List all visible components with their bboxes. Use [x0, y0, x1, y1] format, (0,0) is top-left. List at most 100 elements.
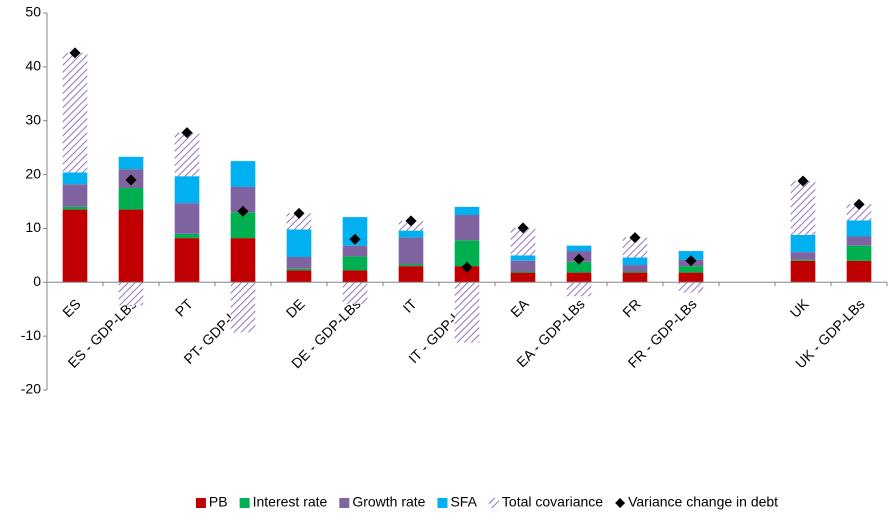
legend-symbol: [195, 498, 206, 508]
y-tick-label: 10: [25, 219, 41, 235]
bar-segment: [174, 132, 200, 177]
bar-segment: [566, 261, 592, 273]
bar-segment: [286, 213, 312, 230]
bar-segment: [230, 161, 256, 187]
bar-segment: [566, 282, 592, 297]
bar-segment: [846, 204, 872, 221]
bar-segment: [286, 270, 312, 283]
bar-segment: [846, 245, 872, 261]
bar-segment: [342, 270, 368, 283]
bar-segment: [118, 188, 144, 210]
bar-segment: [678, 272, 704, 283]
bar-segment: [62, 52, 88, 173]
legend-symbol: [615, 498, 626, 508]
bar-segment: [62, 172, 88, 185]
bar-segment: [118, 282, 144, 306]
diamond-marker: [181, 127, 193, 139]
diamond-marker: [293, 207, 305, 219]
diamond-marker: [517, 222, 529, 234]
x-tick-label: EA: [507, 295, 532, 320]
y-tick-label: 20: [25, 165, 41, 181]
bar-segment: [622, 265, 648, 272]
bar-segment: [510, 255, 536, 261]
x-tick-label: PT: [172, 295, 196, 319]
legend-symbol: [488, 498, 499, 508]
bar-segment: [790, 181, 816, 235]
bar-segment: [230, 238, 256, 283]
legend-symbol: [239, 498, 250, 508]
bar-segment: [286, 229, 312, 257]
diamond-marker: [405, 215, 417, 227]
bar-segment: [790, 252, 816, 260]
legend-label: Interest rate: [253, 494, 328, 510]
bar-segment: [398, 230, 424, 238]
bar-segment: [286, 268, 312, 271]
bar-segment: [286, 256, 312, 269]
bar-segment: [174, 176, 200, 204]
diamond-marker: [349, 233, 361, 245]
bar-segment: [398, 237, 424, 265]
bar-segment: [230, 282, 256, 333]
y-tick-label: 0: [33, 273, 41, 289]
y-tick-label: 50: [25, 4, 41, 20]
diamond-marker: [69, 47, 81, 59]
bar-segment: [790, 234, 816, 253]
legend-item: Growth rate: [339, 494, 426, 510]
diamond-marker: [573, 253, 585, 265]
bar-segment: [62, 206, 88, 210]
y-tick-label: -10: [21, 327, 41, 343]
legend-item: SFA: [437, 494, 478, 510]
diamond-marker: [853, 198, 865, 210]
bar-segment: [790, 259, 816, 261]
bar-segment: [454, 206, 480, 215]
bar-segment: [118, 209, 144, 283]
bar-segment: [454, 266, 480, 283]
legend-symbol: [437, 498, 448, 508]
legend-item: Total covariance: [488, 494, 603, 510]
bar-segment: [846, 236, 872, 246]
bar-segment: [566, 272, 592, 283]
bar-segment: [342, 282, 368, 304]
y-tick-label: 40: [25, 58, 41, 74]
bar-segment: [118, 156, 144, 170]
legend-label: Total covariance: [502, 494, 603, 510]
bar-segment: [174, 238, 200, 283]
bar-segment: [678, 282, 704, 293]
legend-symbol: [339, 498, 350, 508]
bar-segment: [398, 266, 424, 283]
bar-segment: [846, 260, 872, 283]
x-tick-label: IT: [400, 295, 420, 315]
bar-segment: [62, 184, 88, 207]
bar-segment: [622, 271, 648, 273]
bar-segment: [454, 214, 480, 241]
legend-item: Variance change in debt: [615, 494, 778, 510]
y-tick-label: 30: [25, 111, 41, 127]
bar-segment: [678, 266, 704, 273]
legend-label: Growth rate: [352, 494, 425, 510]
diamond-marker: [629, 232, 641, 244]
bar-segment: [510, 271, 536, 273]
bar-segment: [622, 257, 648, 266]
legend-label: Variance change in debt: [628, 494, 778, 510]
legend-label: PB: [209, 494, 228, 510]
bar-segment: [622, 272, 648, 283]
bar-segment: [790, 260, 816, 283]
diamond-marker: [461, 261, 473, 273]
bar-segment: [174, 233, 200, 239]
bar-segment: [510, 260, 536, 272]
bar-segment: [566, 245, 592, 252]
x-tick-label: DE: [283, 296, 308, 321]
x-tick-label: UK: [787, 295, 813, 321]
diamond-marker: [237, 205, 249, 217]
legend-item: Interest rate: [239, 494, 328, 510]
diamond-marker: [125, 174, 137, 186]
legend-item: PB: [195, 494, 228, 510]
bar-segment: [622, 237, 648, 258]
bar-segment: [510, 272, 536, 283]
bar-segment: [454, 282, 480, 343]
diamond-marker: [685, 255, 697, 267]
diamond-marker: [797, 175, 809, 187]
x-tick-label: FR: [619, 296, 644, 321]
legend-label: SFA: [450, 494, 477, 510]
